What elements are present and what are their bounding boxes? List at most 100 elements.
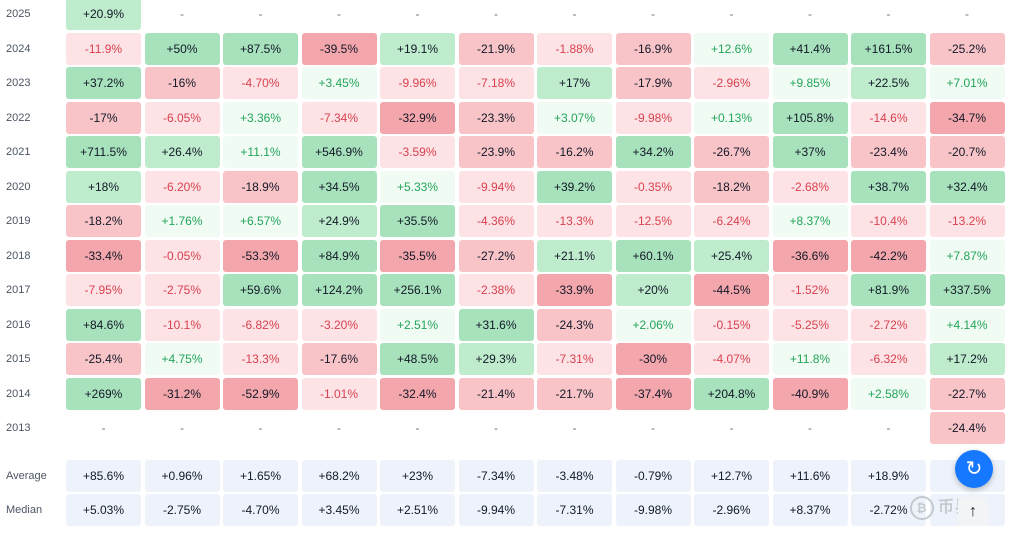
return-cell: -40.9% <box>772 377 848 410</box>
return-cell: -35.5% <box>380 239 455 272</box>
return-cell: +17% <box>537 67 612 99</box>
return-cell: +3.36% <box>223 101 298 134</box>
stat-cell: +1.65% <box>223 460 298 492</box>
return-cell: +20.9% <box>66 0 141 30</box>
return-cell: +2.51% <box>380 308 455 341</box>
stat-cell: -9.98% <box>615 494 691 526</box>
return-cell: +50% <box>144 32 220 65</box>
return-cell: - <box>808 7 812 21</box>
refresh-button[interactable]: ↻ <box>955 450 993 488</box>
return-cell: +2.58% <box>851 377 926 410</box>
return-cell: - <box>651 7 655 21</box>
return-cell: +5.33% <box>380 170 455 203</box>
return-cell: +2.06% <box>615 308 691 341</box>
return-cell: +3.45% <box>301 67 377 99</box>
return-cell: +1.76% <box>144 205 220 237</box>
return-cell: +24.9% <box>301 205 377 237</box>
return-cell: -6.05% <box>144 101 220 134</box>
return-cell: - <box>965 7 969 21</box>
return-cell: - <box>258 421 263 435</box>
return-cell: -53.3% <box>223 239 298 272</box>
return-cell: -32.4% <box>380 377 455 410</box>
stat-cell: +23% <box>380 460 455 492</box>
return-cell: +48.5% <box>380 343 455 375</box>
year-label: 2024 <box>6 42 31 55</box>
return-cell: - <box>101 421 106 435</box>
return-cell: +21.1% <box>537 239 612 272</box>
return-cell: -13.3% <box>537 205 612 237</box>
return-cell: - <box>651 421 655 435</box>
return-cell: +41.4% <box>772 32 848 65</box>
return-cell: +34.5% <box>301 170 377 203</box>
return-cell: -18.2% <box>66 205 141 237</box>
return-cell: +17.2% <box>929 343 1005 375</box>
return-cell: -6.32% <box>851 343 926 375</box>
return-cell: -7.34% <box>301 101 377 134</box>
return-cell: -16% <box>144 67 220 99</box>
return-cell: -9.96% <box>380 67 455 99</box>
return-cell: - <box>494 7 498 21</box>
return-cell: +11.8% <box>772 343 848 375</box>
stat-cell: +12.7% <box>694 460 769 492</box>
return-cell: -13.2% <box>929 205 1005 237</box>
return-cell: -13.3% <box>223 343 298 375</box>
return-cell: -44.5% <box>694 274 769 306</box>
return-cell: -18.2% <box>694 170 769 203</box>
return-cell: +4.75% <box>144 343 220 375</box>
return-cell: +161.5% <box>851 32 926 65</box>
stat-cell: +68.2% <box>301 460 377 492</box>
return-cell: -0.15% <box>694 308 769 341</box>
year-label: 2021 <box>6 146 31 158</box>
return-cell: - <box>886 421 891 435</box>
return-cell: +711.5% <box>66 136 141 168</box>
return-cell: -25.4% <box>66 343 141 375</box>
return-cell: -42.2% <box>851 239 926 272</box>
return-cell: +19.1% <box>380 32 455 65</box>
return-cell: +39.2% <box>537 170 612 203</box>
stat-cell: -7.34% <box>458 460 534 492</box>
return-cell: - <box>337 421 341 435</box>
stat-cell: -2.75% <box>144 494 220 526</box>
return-cell: -17.6% <box>301 343 377 375</box>
return-cell: -37.4% <box>615 377 691 410</box>
return-cell: +204.8% <box>694 377 769 410</box>
return-cell: -7.31% <box>537 343 612 375</box>
return-cell: +269% <box>66 377 141 410</box>
return-cell: -6.24% <box>694 205 769 237</box>
return-cell: -2.68% <box>772 170 848 203</box>
return-cell: -12.5% <box>615 205 691 237</box>
year-label: 2017 <box>6 284 31 296</box>
return-cell: +60.1% <box>615 239 691 272</box>
year-label: 2025 <box>6 8 31 20</box>
return-cell: +84.9% <box>301 239 377 272</box>
stat-cell: -0.79% <box>615 460 691 492</box>
return-cell: - <box>337 7 341 21</box>
return-cell: -4.70% <box>223 67 298 99</box>
return-cell: +8.37% <box>772 205 848 237</box>
return-cell: - <box>572 7 577 21</box>
return-cell: -7.95% <box>66 274 141 306</box>
return-cell: -24.4% <box>929 412 1005 444</box>
return-cell: -1.01% <box>301 377 377 410</box>
return-cell: -3.20% <box>301 308 377 341</box>
return-cell: - <box>808 421 812 435</box>
return-cell: -9.94% <box>458 170 534 203</box>
return-cell: -30% <box>615 343 691 375</box>
return-cell: +9.85% <box>772 67 848 99</box>
return-cell: -16.2% <box>537 136 612 168</box>
stat-cell: +11.6% <box>772 460 848 492</box>
return-cell: -24.3% <box>537 308 612 341</box>
return-cell: +37.2% <box>66 67 141 99</box>
stat-cell: -7.31% <box>537 494 612 526</box>
return-cell: +26.4% <box>144 136 220 168</box>
return-cell: -25.2% <box>929 32 1005 65</box>
return-cell: - <box>415 7 420 21</box>
return-cell: -1.52% <box>772 274 848 306</box>
return-cell: -17.9% <box>615 67 691 99</box>
return-cell: -1.88% <box>537 32 612 65</box>
stat-cell: +3.45% <box>301 494 377 526</box>
return-cell: - <box>180 7 184 21</box>
scroll-top-button[interactable]: ↑ <box>958 498 988 526</box>
return-cell: +22.5% <box>851 67 926 99</box>
